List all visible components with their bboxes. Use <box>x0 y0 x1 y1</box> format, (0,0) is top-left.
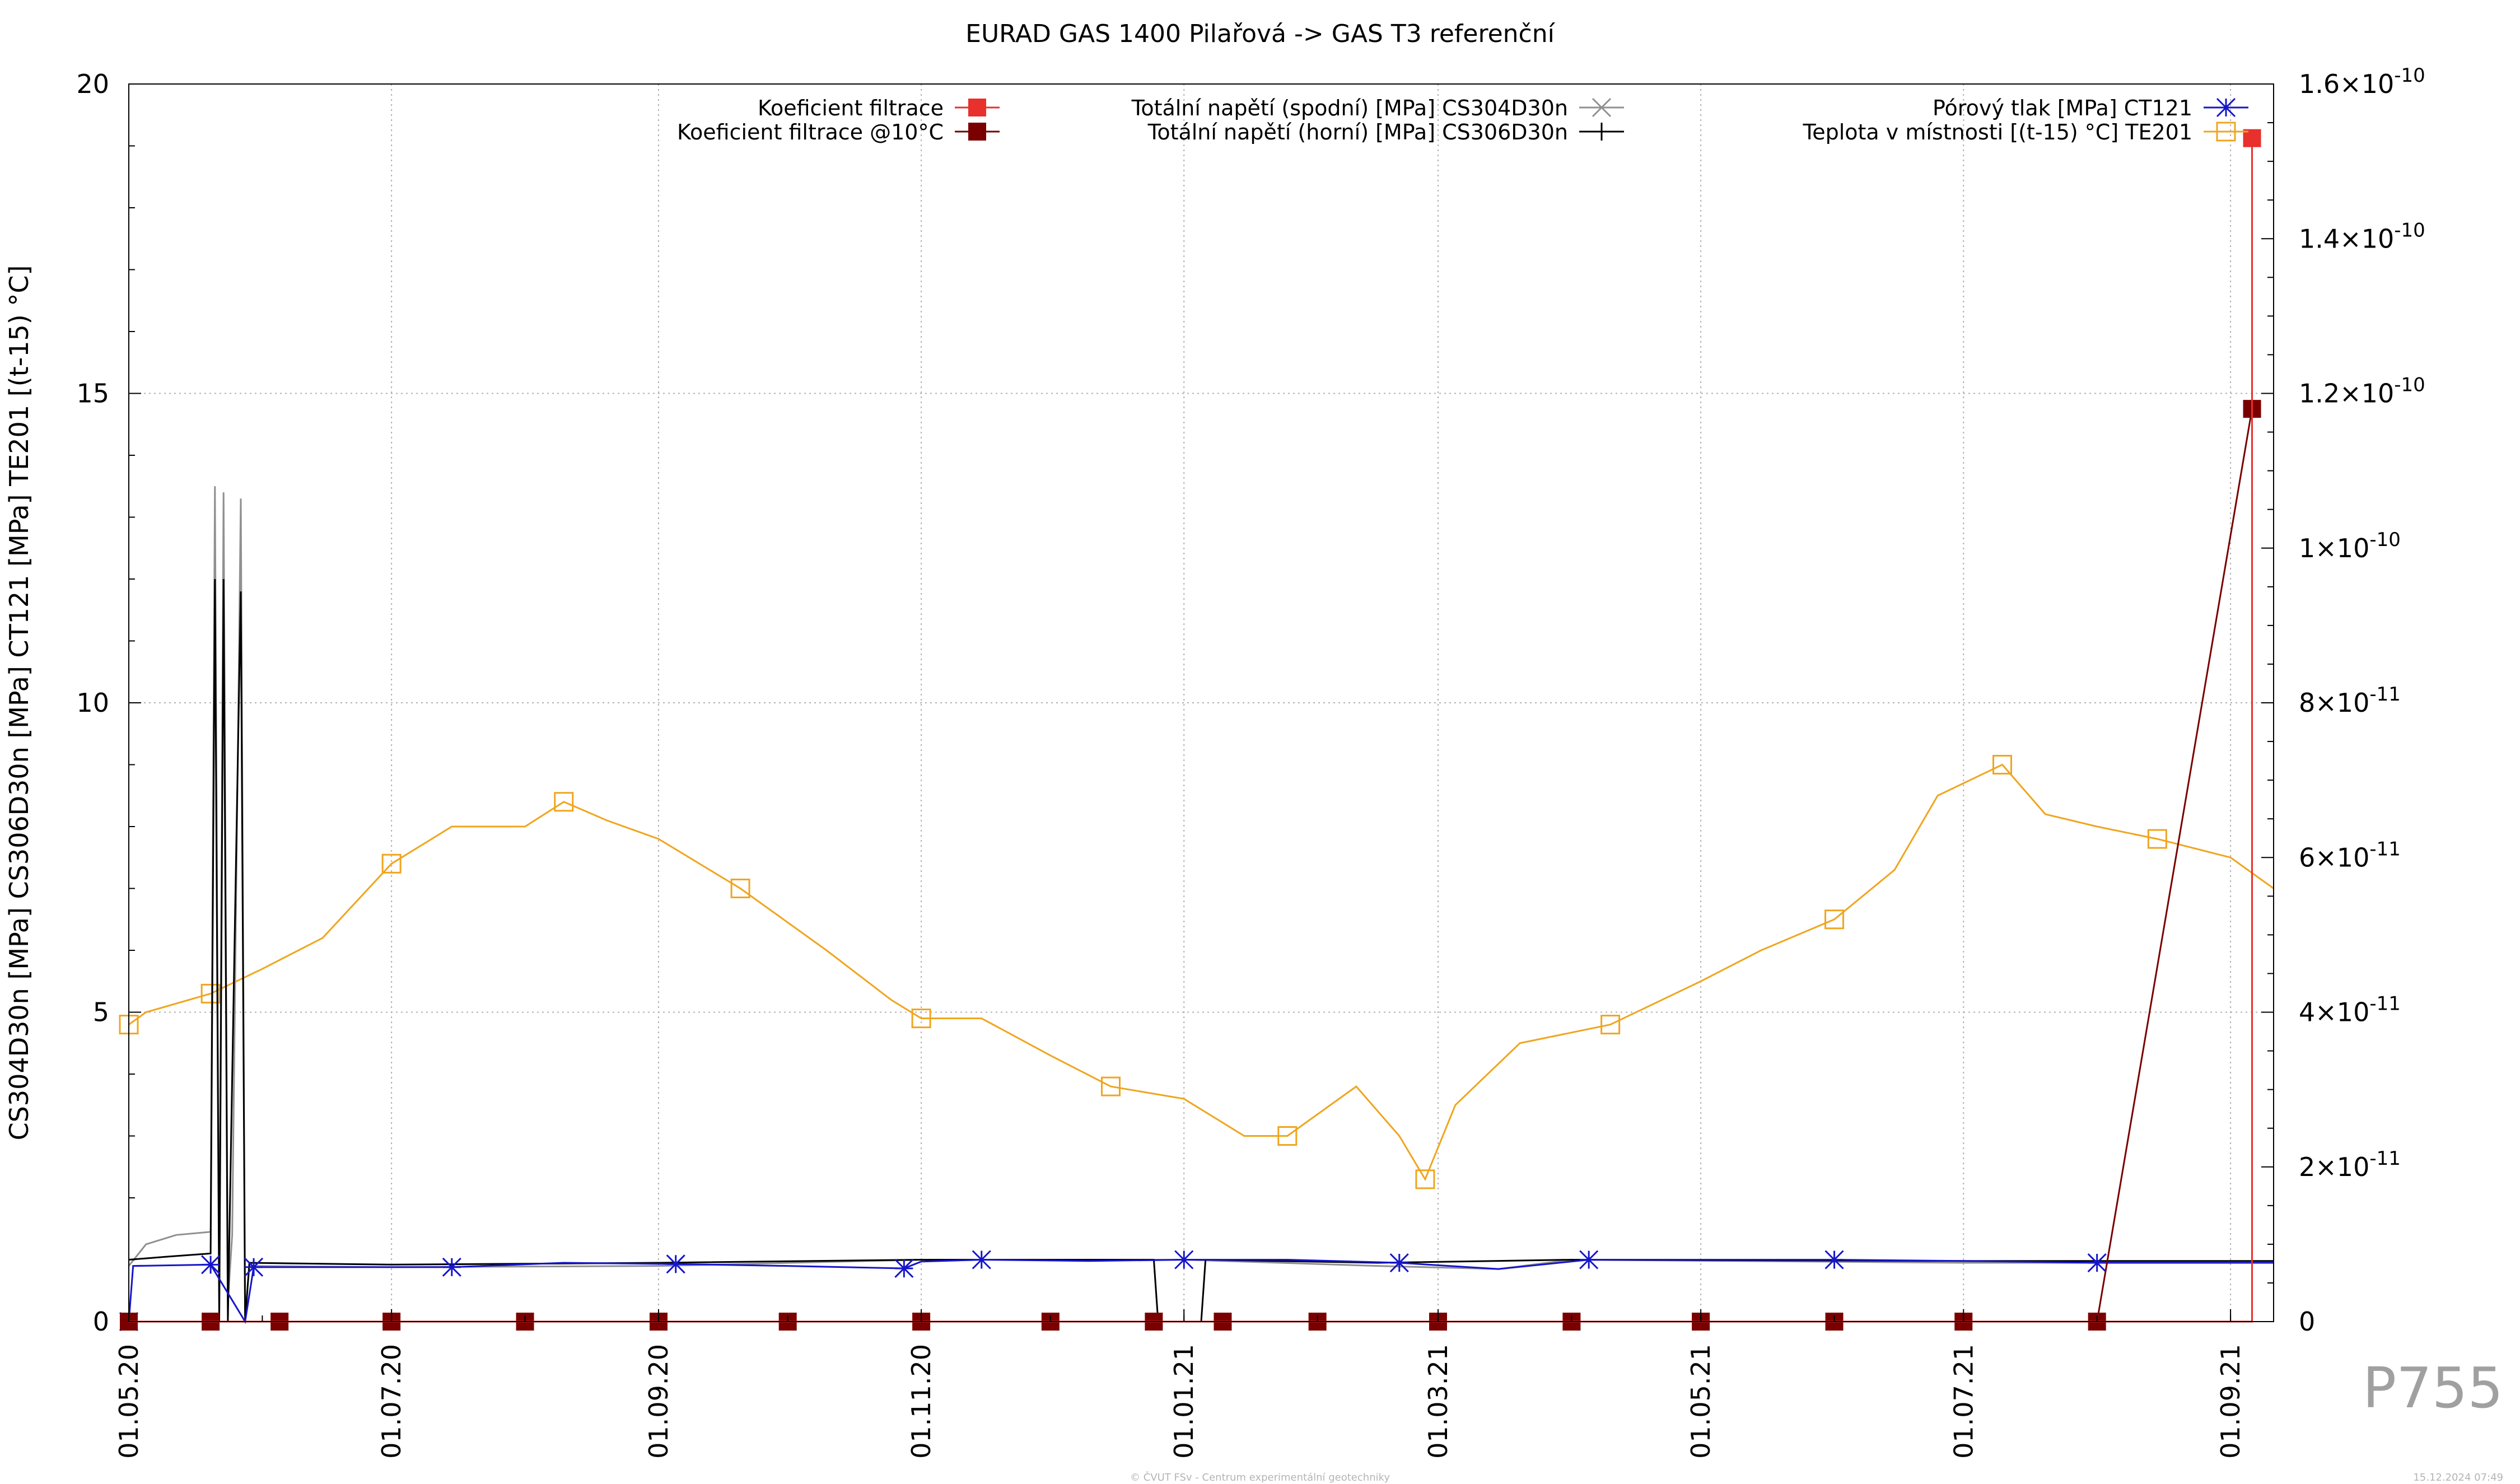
legend-marker <box>1592 97 1612 118</box>
x-tick-label: 01.05.21 <box>1686 1344 1716 1459</box>
x-tick-label: 01.03.21 <box>1423 1344 1453 1459</box>
series-point <box>911 1009 931 1029</box>
series-2 <box>128 486 2274 1316</box>
legend-marker <box>968 123 986 141</box>
chart-title: EURAD GAS 1400 Pilařová -> GAS T3 refere… <box>965 20 1555 48</box>
x-tick-label: 01.05.20 <box>114 1344 144 1459</box>
series-point <box>200 983 221 1004</box>
series-5 <box>119 755 2274 1189</box>
series-1 <box>120 400 2261 1331</box>
y-tick-label: 0 <box>93 1306 109 1337</box>
y2-tick-label: 1.6×10-10 <box>2299 64 2425 99</box>
series-4 <box>119 1250 2274 1332</box>
series-point <box>666 1254 685 1274</box>
series-point <box>381 853 402 874</box>
x-tick-label: 01.01.21 <box>1169 1344 1199 1459</box>
y-tick-label: 20 <box>76 69 109 99</box>
legend-label: Koeficient filtrace <box>758 96 944 120</box>
series-point <box>894 1258 914 1278</box>
grid <box>129 84 2274 1322</box>
series-point <box>730 879 750 898</box>
y-axis-label: CS304D30n [MPa] CS306D30n [MPa] CT121 [M… <box>4 265 34 1141</box>
series-point <box>244 1257 264 1277</box>
y-tick-label: 5 <box>93 997 109 1028</box>
series-line <box>128 763 2274 1182</box>
footer-date: 15.12.2024 07:49 <box>2413 1472 2503 1483</box>
x-tick-label: 01.07.20 <box>376 1344 407 1459</box>
series-point <box>1174 1250 1194 1270</box>
series-point <box>1579 1250 1599 1270</box>
legend-label: Pórový tlak [MPa] CT121 <box>1933 96 2192 120</box>
plot-frame <box>128 83 2274 1322</box>
series-point <box>2087 1253 2107 1273</box>
series-point <box>1100 1076 1121 1096</box>
footer-credit: © ČVUT FSv - Centrum experimentální geot… <box>1130 1472 1390 1483</box>
legend-label: Totální napětí (spodní) [MPa] CS304D30n <box>1131 96 1568 120</box>
x-tick-label: 01.07.21 <box>1948 1344 1978 1459</box>
y-tick-label: 15 <box>76 379 109 409</box>
legend-marker <box>2216 122 2236 142</box>
series-point <box>1824 1250 1844 1270</box>
x-tick-label: 01.09.21 <box>2215 1344 2246 1459</box>
x-tick-label: 01.11.20 <box>906 1344 936 1459</box>
series-line <box>129 138 2253 1323</box>
legend-label: Totální napětí (horní) [MPa] CS306D30n <box>1147 120 1568 144</box>
series-point <box>1992 755 2012 774</box>
axes <box>128 83 2274 1322</box>
series-point <box>1600 1015 1621 1035</box>
series-point <box>1415 1169 1435 1189</box>
legend-label: Teplota v místnosti [(t-15) °C] TE201 <box>1802 120 2192 144</box>
page-id: P755 <box>2362 1355 2503 1421</box>
series-line <box>128 578 2274 1323</box>
x-axis-ticks: 01.05.20 01.07.20 01.09.20 01.11.20 01.01.21… <box>114 1309 2246 1459</box>
series-point <box>972 1250 991 1270</box>
series-point <box>1277 1126 1298 1146</box>
series-line <box>128 1258 2274 1324</box>
x-tick-label: 01.09.20 <box>643 1344 674 1459</box>
series-3 <box>128 578 2274 1323</box>
series-point <box>554 792 574 812</box>
legend-marker <box>968 99 986 116</box>
y2-tick-label: 1.4×10-10 <box>2299 219 2425 254</box>
series-point <box>1824 909 1845 930</box>
series-line <box>128 486 2274 1316</box>
y2-axis-ticks: 0 2×10-11 4×10-11 6×10-11 8×10-11 1×10-10 1.2×… <box>2261 64 2425 1337</box>
y2-tick-label: 8×10-11 <box>2299 683 2401 718</box>
y2-tick-label: 1×10-10 <box>2299 529 2401 563</box>
series-line <box>129 408 2253 1323</box>
series-point <box>201 1255 221 1275</box>
y2-tick-label: 2×10-11 <box>2299 1147 2401 1182</box>
series-0 <box>129 129 2261 1323</box>
series-point <box>2147 829 2167 849</box>
y2-tick-label: 6×10-11 <box>2299 838 2401 872</box>
series-point <box>1389 1253 1409 1273</box>
y2-tick-label: 0 <box>2299 1306 2315 1337</box>
y-axis-ticks: 0 5 10 15 20 <box>76 69 141 1337</box>
legend-label: Koeficient filtrace @10°C <box>677 120 944 144</box>
y-tick-label: 10 <box>76 688 109 718</box>
series-point <box>442 1257 461 1277</box>
y2-tick-label: 1.2×10-10 <box>2299 374 2425 409</box>
legend-marker <box>1593 123 1611 141</box>
y2-tick-label: 4×10-11 <box>2299 993 2401 1028</box>
legend-marker <box>2216 97 2236 118</box>
series-layer <box>119 129 2274 1332</box>
